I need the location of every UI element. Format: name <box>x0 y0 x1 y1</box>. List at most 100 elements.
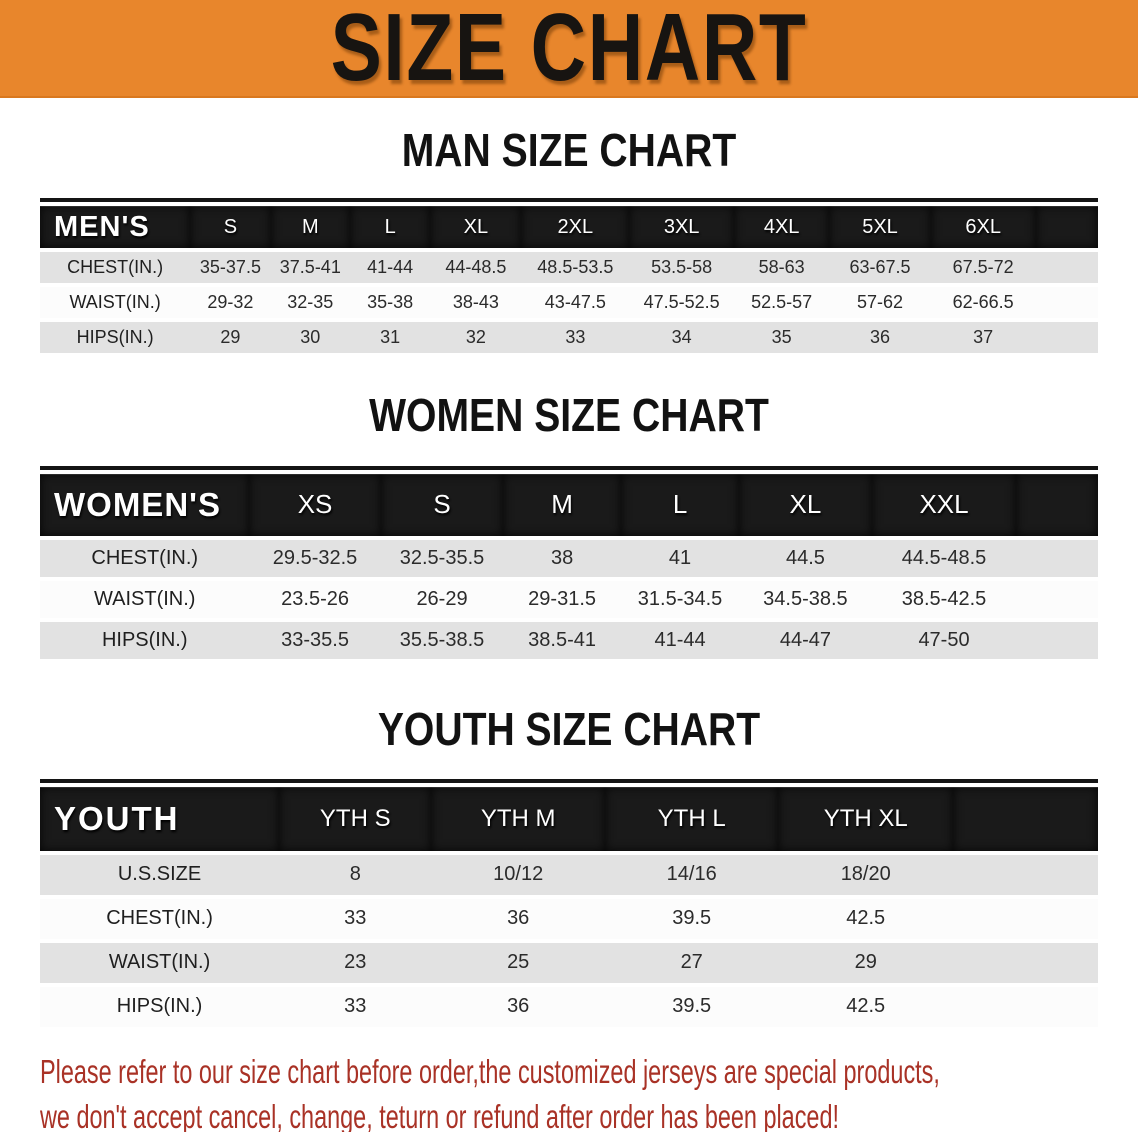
size-chart-banner: SIZE CHART <box>0 0 1138 98</box>
measurement-row: WAIST(IN.) 23 25 27 29 <box>40 942 1098 983</box>
table-header-row: WOMEN'S XS S M L XL XXL <box>40 473 1098 536</box>
measurement-value: 37.5-41 <box>270 252 350 284</box>
measurement-value: 38.5-42.5 <box>871 580 1017 618</box>
measurement-label: U.S.SIZE <box>40 854 280 895</box>
measurement-label: WAIST(IN.) <box>40 942 280 983</box>
spacer-cell <box>953 786 1098 851</box>
size-column-header: YTH M <box>431 786 605 851</box>
disclaimer-line-2: we don't accept cancel, change, teturn o… <box>40 1097 840 1132</box>
measurement-label: CHEST(IN.) <box>40 252 191 284</box>
measurement-value: 41-44 <box>620 621 740 659</box>
size-column-header: L <box>620 473 740 536</box>
measurement-value: 23.5-26 <box>249 580 381 618</box>
measurement-value: 30 <box>270 322 350 354</box>
table-header-row: MEN'S S M L XL 2XL 3XL 4XL 5XL 6XL <box>40 206 1098 249</box>
size-column-header: S <box>190 206 271 249</box>
men-section-heading: MAN SIZE CHART <box>401 124 737 176</box>
measurement-value: 67.5-72 <box>930 252 1036 284</box>
measurement-value: 29 <box>778 942 953 983</box>
measurement-value: 26-29 <box>380 580 504 618</box>
measurement-value: 33-35.5 <box>249 621 381 659</box>
measurement-value: 31.5-34.5 <box>620 580 740 618</box>
measurement-value: 35 <box>734 322 830 354</box>
measurement-value: 36 <box>431 898 605 939</box>
spacer-cell <box>1016 473 1098 536</box>
measurement-value: 41 <box>620 539 740 577</box>
size-column-header: S <box>380 473 504 536</box>
measurement-value: 23 <box>279 942 432 983</box>
spacer-cell <box>1016 580 1098 618</box>
measurement-row: HIPS(IN.) 33 36 39.5 42.5 <box>40 986 1098 1027</box>
measurement-value: 27 <box>604 942 779 983</box>
group-label: MEN'S <box>40 206 191 249</box>
measurement-value: 29.5-32.5 <box>249 539 381 577</box>
measurement-value: 29 <box>190 322 271 354</box>
measurement-value: 48.5-53.5 <box>521 252 630 284</box>
spacer-cell <box>1035 322 1098 354</box>
spacer-cell <box>953 854 1098 895</box>
measurement-value: 36 <box>829 322 931 354</box>
spacer-cell <box>953 898 1098 939</box>
men-size-section: MAN SIZE CHART MEN'S S M L XL 2XL 3XL 4XL 5XL 6XL… <box>0 126 1138 357</box>
size-column-header: M <box>270 206 350 249</box>
size-column-header: XL <box>739 473 872 536</box>
measurement-value: 44-47 <box>739 621 872 659</box>
spacer-cell <box>1035 206 1098 249</box>
disclaimer-line-1: Please refer to our size chart before or… <box>40 1052 940 1090</box>
measurement-value: 29-31.5 <box>503 580 621 618</box>
measurement-value: 10/12 <box>431 854 605 895</box>
measurement-value: 32-35 <box>270 287 350 319</box>
measurement-value: 52.5-57 <box>734 287 830 319</box>
size-column-header: XS <box>249 473 381 536</box>
measurement-value: 37 <box>930 322 1036 354</box>
disclaimer: Please refer to our size chart before or… <box>40 1049 1138 1132</box>
banner-title: SIZE CHART <box>330 0 808 101</box>
measurement-row: CHEST(IN.) 35-37.5 37.5-41 41-44 44-48.5 48.5… <box>40 252 1098 284</box>
measurement-value: 31 <box>349 322 431 354</box>
measurement-value: 34 <box>629 322 735 354</box>
youth-size-section: YOUTH SIZE CHART YOUTH YTH S YTH M YTH L YTH… <box>0 702 1138 1031</box>
measurement-value: 42.5 <box>778 898 953 939</box>
measurement-value: 14/16 <box>604 854 779 895</box>
group-label: YOUTH <box>40 786 280 851</box>
measurement-row: U.S.SIZE 8 10/12 14/16 18/20 <box>40 854 1098 895</box>
women-size-table-wrap: WOMEN'S XS S M L XL XXL CHEST(IN.) 29.5-32.5 32.… <box>40 465 1098 663</box>
group-label: WOMEN'S <box>40 473 250 536</box>
measurement-row: HIPS(IN.) 33-35.5 35.5-38.5 38.5-41 41-44 44-… <box>40 621 1098 659</box>
measurement-value: 62-66.5 <box>930 287 1036 319</box>
youth-section-heading: YOUTH SIZE CHART <box>377 702 761 755</box>
measurement-label: WAIST(IN.) <box>40 580 250 618</box>
youth-size-table: YOUTH YTH S YTH M YTH L YTH XL U.S.SIZE 8 10/1… <box>40 783 1098 1031</box>
measurement-value: 36 <box>431 986 605 1027</box>
measurement-value: 33 <box>521 322 630 354</box>
measurement-value: 38 <box>503 539 621 577</box>
measurement-value: 47-50 <box>871 621 1017 659</box>
measurement-value: 38.5-41 <box>503 621 621 659</box>
measurement-value: 58-63 <box>734 252 830 284</box>
measurement-row: WAIST(IN.) 23.5-26 26-29 29-31.5 31.5-34.5 34… <box>40 580 1098 618</box>
measurement-row: CHEST(IN.) 33 36 39.5 42.5 <box>40 898 1098 939</box>
spacer-cell <box>1035 287 1098 319</box>
size-column-header: 4XL <box>734 206 830 249</box>
size-column-header: 5XL <box>829 206 931 249</box>
size-column-header: 2XL <box>521 206 630 249</box>
spacer-cell <box>1035 252 1098 284</box>
spacer-cell <box>953 942 1098 983</box>
measurement-value: 35.5-38.5 <box>380 621 504 659</box>
measurement-label: CHEST(IN.) <box>40 898 280 939</box>
table-header-row: YOUTH YTH S YTH M YTH L YTH XL <box>40 786 1098 851</box>
measurement-value: 25 <box>431 942 605 983</box>
size-column-header: YTH XL <box>778 786 953 851</box>
measurement-label: WAIST(IN.) <box>40 287 191 319</box>
size-column-header: 3XL <box>629 206 735 249</box>
size-column-header: YTH S <box>279 786 432 851</box>
men-size-table: MEN'S S M L XL 2XL 3XL 4XL 5XL 6XL CHEST(IN.) 35-3… <box>40 202 1098 357</box>
size-column-header: XXL <box>871 473 1017 536</box>
measurement-label: CHEST(IN.) <box>40 539 250 577</box>
measurement-value: 35-38 <box>349 287 431 319</box>
size-column-header: YTH L <box>604 786 779 851</box>
measurement-value: 35-37.5 <box>190 252 271 284</box>
youth-size-table-wrap: YOUTH YTH S YTH M YTH L YTH XL U.S.SIZE 8 10/1… <box>40 778 1098 1031</box>
size-column-header: 6XL <box>930 206 1036 249</box>
